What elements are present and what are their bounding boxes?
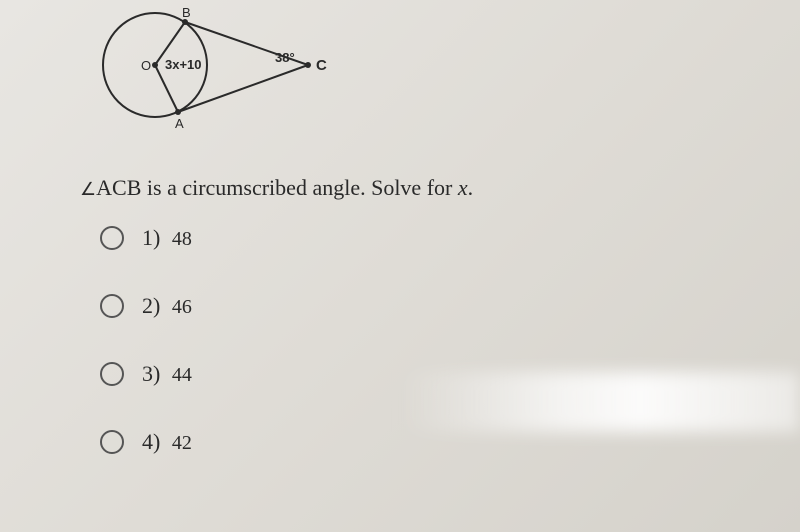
line-ca <box>178 65 308 112</box>
point-c <box>305 62 311 68</box>
option-label: 4) 42 <box>142 429 192 455</box>
option-num: 2) <box>142 293 160 318</box>
question-text: ∠ACB is a circumscribed angle. Solve for… <box>80 175 473 201</box>
option-value: 42 <box>172 432 192 454</box>
angle-name: ACB <box>96 175 141 200</box>
option-1[interactable]: 1) 48 <box>100 225 192 251</box>
option-num: 1) <box>142 225 160 250</box>
option-num: 3) <box>142 361 160 386</box>
option-label: 2) 46 <box>142 293 192 319</box>
label-angle-c: 38° <box>275 50 295 65</box>
radio-icon[interactable] <box>100 430 124 454</box>
geometry-diagram: O B A C 38° 3x+10 <box>60 0 380 140</box>
label-b: B <box>182 5 191 20</box>
point-a <box>175 109 181 115</box>
question-variable: x <box>458 175 468 200</box>
radio-icon[interactable] <box>100 294 124 318</box>
radio-icon[interactable] <box>100 362 124 386</box>
option-label: 3) 44 <box>142 361 192 387</box>
option-4[interactable]: 4) 42 <box>100 429 192 455</box>
option-3[interactable]: 3) 44 <box>100 361 192 387</box>
option-value: 44 <box>172 364 192 386</box>
options-list: 1) 48 2) 46 3) 44 4) 42 <box>100 225 192 497</box>
option-value: 46 <box>172 296 192 318</box>
option-value: 48 <box>172 228 192 250</box>
question-middle: is a circumscribed angle. Solve for <box>141 175 457 200</box>
option-num: 4) <box>142 429 160 454</box>
option-label: 1) 48 <box>142 225 192 251</box>
point-o <box>152 62 158 68</box>
radio-icon[interactable] <box>100 226 124 250</box>
label-a: A <box>175 116 184 131</box>
line-oa <box>155 65 178 112</box>
label-c: C <box>316 57 327 74</box>
diagram-svg: O B A C 38° 3x+10 <box>60 0 380 140</box>
label-o: O <box>141 58 151 73</box>
angle-symbol: ∠ <box>80 179 96 199</box>
option-2[interactable]: 2) 46 <box>100 293 192 319</box>
label-interior: 3x+10 <box>165 57 202 72</box>
screen-glare <box>400 372 800 432</box>
question-suffix: . <box>468 175 474 200</box>
